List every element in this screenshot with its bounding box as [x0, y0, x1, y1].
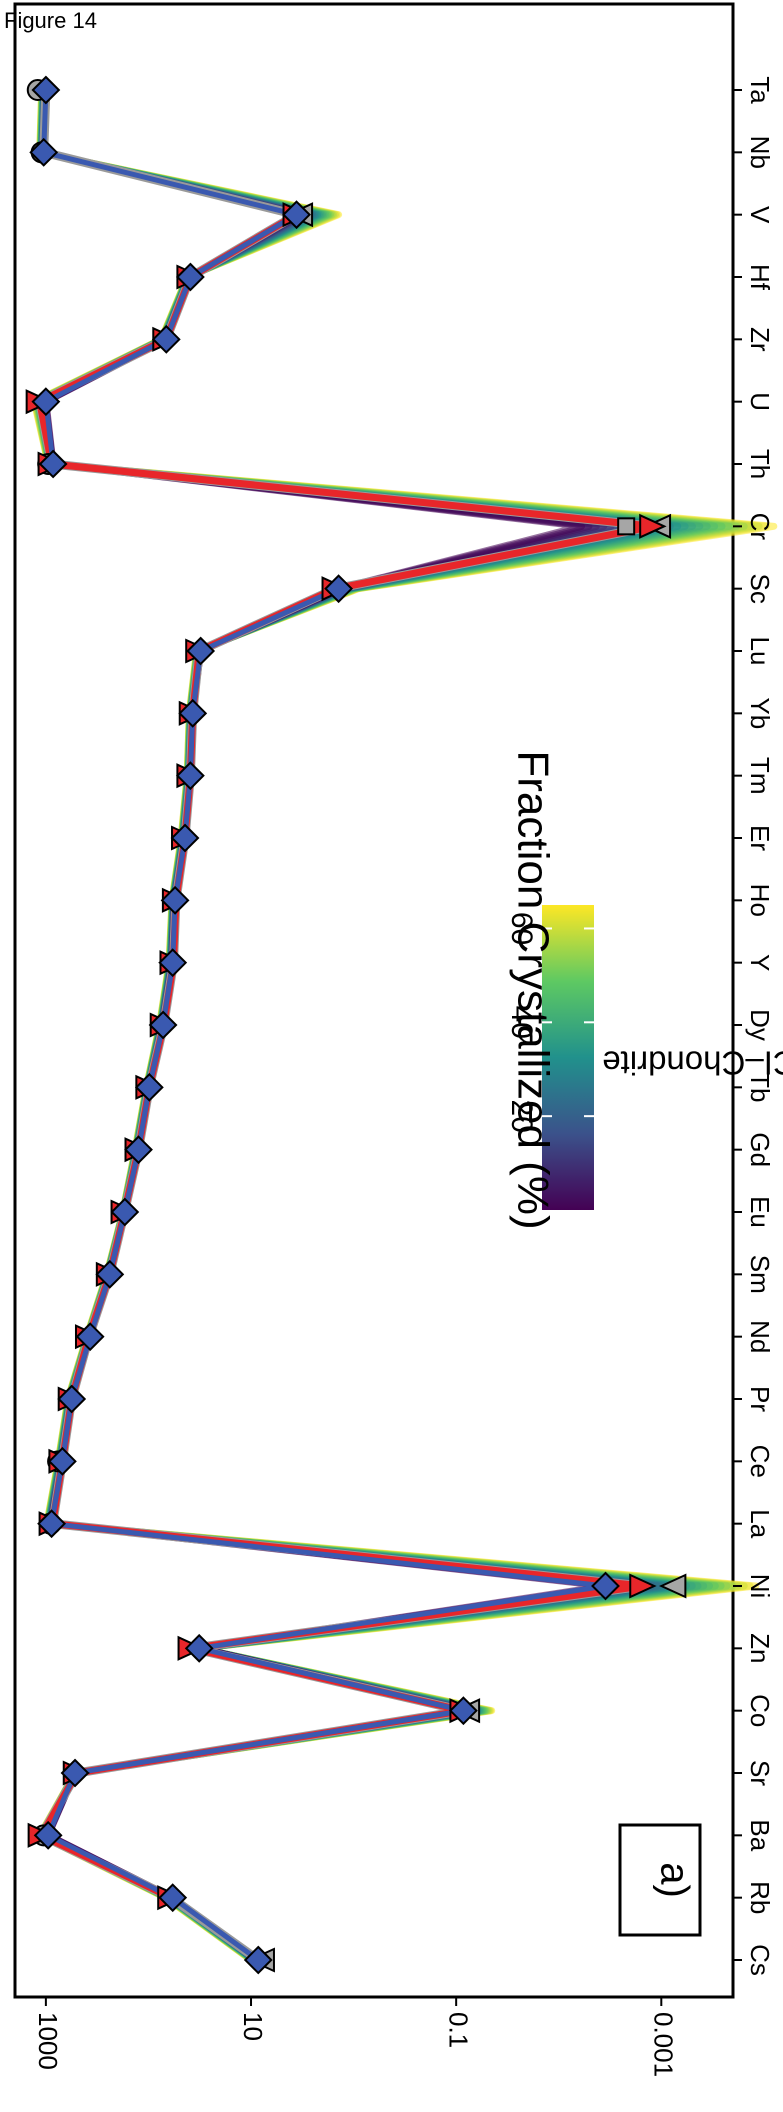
model-curve [32, 89, 741, 1963]
colorbar-tick-label: 40 [505, 1006, 538, 1039]
x-tick-label: Th [745, 449, 775, 479]
diamond-marker [282, 200, 311, 230]
x-tick-label: Ni [745, 1574, 775, 1599]
x-tick-label: Ho [745, 884, 775, 917]
x-tick-label: Lu [745, 637, 775, 666]
x-tick-label: U [745, 392, 775, 411]
colorbar-ticks: 20 40 60 [505, 912, 594, 1133]
x-tick-label: Er [745, 825, 775, 851]
x-tick-label: V [745, 206, 775, 224]
colorbar [542, 905, 594, 1210]
x-tick-label: Cs [745, 1944, 775, 1976]
diamond-marker [184, 1633, 214, 1663]
diamond-marker [175, 262, 205, 292]
y-tick-label: 10 [238, 2012, 268, 2041]
diamond-marker [31, 75, 61, 105]
figure-label: Figure 14 [4, 8, 97, 33]
diamond-marker [186, 636, 216, 666]
model-curve [34, 89, 719, 1963]
x-tick-label: Tm [745, 757, 775, 795]
x-tick-label: Eu [745, 1196, 775, 1228]
x-tick-label: Zr [745, 327, 775, 352]
plot-frame [13, 2, 735, 1999]
x-tick-label: Gd [745, 1132, 775, 1167]
x-tick-label: Nb [745, 136, 775, 169]
diamond-marker [448, 1696, 478, 1726]
x-tick-label: Rb [745, 1881, 775, 1914]
series-markers [25, 75, 687, 1975]
colorbar-title: Fraction Crystallized (%) [508, 750, 557, 1229]
diamond-marker [158, 1883, 188, 1913]
x-tick-label: Zn [745, 1633, 775, 1663]
diamond-marker [57, 1384, 87, 1414]
diamond-marker [148, 1010, 178, 1040]
y-tick-label: 1000 [33, 2012, 63, 2070]
x-tick-label: Co [745, 1694, 775, 1727]
x-tick-label: Dy [745, 1009, 775, 1041]
colorbar-tick-label: 60 [505, 912, 538, 945]
diamond-marker [158, 948, 188, 978]
triangle-down-marker [629, 1573, 657, 1599]
diamond-marker [178, 698, 208, 728]
panel-label-box [618, 1823, 702, 1937]
triangle-up-marker [658, 1573, 687, 1599]
diamond-marker [124, 1135, 153, 1165]
colorbar-tick-label: 20 [505, 1100, 538, 1133]
diamond-marker [243, 1945, 273, 1975]
panel-label: a) [652, 1862, 696, 1898]
x-tick-label: La [745, 1509, 775, 1538]
x-tick-label: Ta [745, 76, 775, 104]
square-marker [617, 517, 636, 536]
diamond-marker [591, 1571, 620, 1601]
diamond-marker [110, 1197, 140, 1227]
diamond-marker [33, 1820, 63, 1850]
diamond-marker [38, 449, 68, 479]
x-tick-label: Tb [745, 1072, 775, 1102]
x-tick-label: Cr [745, 513, 775, 541]
diamond-marker [37, 1509, 66, 1539]
diamond-marker [175, 761, 205, 791]
model-curve [35, 89, 704, 1963]
model-curve [30, 89, 778, 1963]
series-line [41, 89, 299, 465]
diamond-marker [60, 1758, 90, 1788]
x-tick-label: Yb [745, 697, 775, 729]
diamond-marker [31, 387, 61, 417]
axes: Cs Rb Ba Sr Co Zn Ni La Ce Pr Nd Sm Eu Gd Tb Dy Y Ho Er Tm Y… [33, 76, 775, 2077]
diamond-marker [75, 1322, 105, 1352]
diamond-marker [324, 574, 354, 604]
diamond-marker [29, 137, 59, 167]
y-tick-label: 0.001 [648, 2012, 678, 2077]
diamond-marker [134, 1072, 164, 1102]
x-tick-label: Pr [745, 1386, 775, 1412]
triangle-down-marker [639, 513, 667, 539]
diamond-marker [95, 1259, 125, 1289]
x-tick-label: Sm [745, 1255, 775, 1294]
diamond-marker [170, 823, 200, 853]
model-curve [35, 89, 696, 1963]
model-curve [31, 89, 770, 1963]
model-band [30, 89, 778, 1963]
x-tick-label: Sc [745, 574, 775, 604]
x-tick-label: Ba [745, 1819, 775, 1851]
model-curve [31, 89, 763, 1963]
diamond-marker [47, 1446, 77, 1476]
x-tick-label: Ce [745, 1445, 775, 1478]
x-tick-label: Y [745, 954, 775, 971]
diamond-marker [160, 885, 190, 915]
diamond-marker [151, 324, 181, 354]
model-curve [32, 89, 748, 1963]
x-tick-label: Hf [745, 264, 775, 291]
y-tick-label: 0.1 [443, 2012, 473, 2048]
x-tick-label: Sr [745, 1760, 775, 1786]
model-curve [33, 89, 726, 1963]
model-curve [32, 89, 756, 1963]
model-curve [34, 89, 711, 1963]
x-tick-label: Nd [745, 1320, 775, 1353]
model-curve [33, 89, 733, 1963]
y-axis-title: Sample/CI–Chondrite [602, 1044, 783, 1081]
